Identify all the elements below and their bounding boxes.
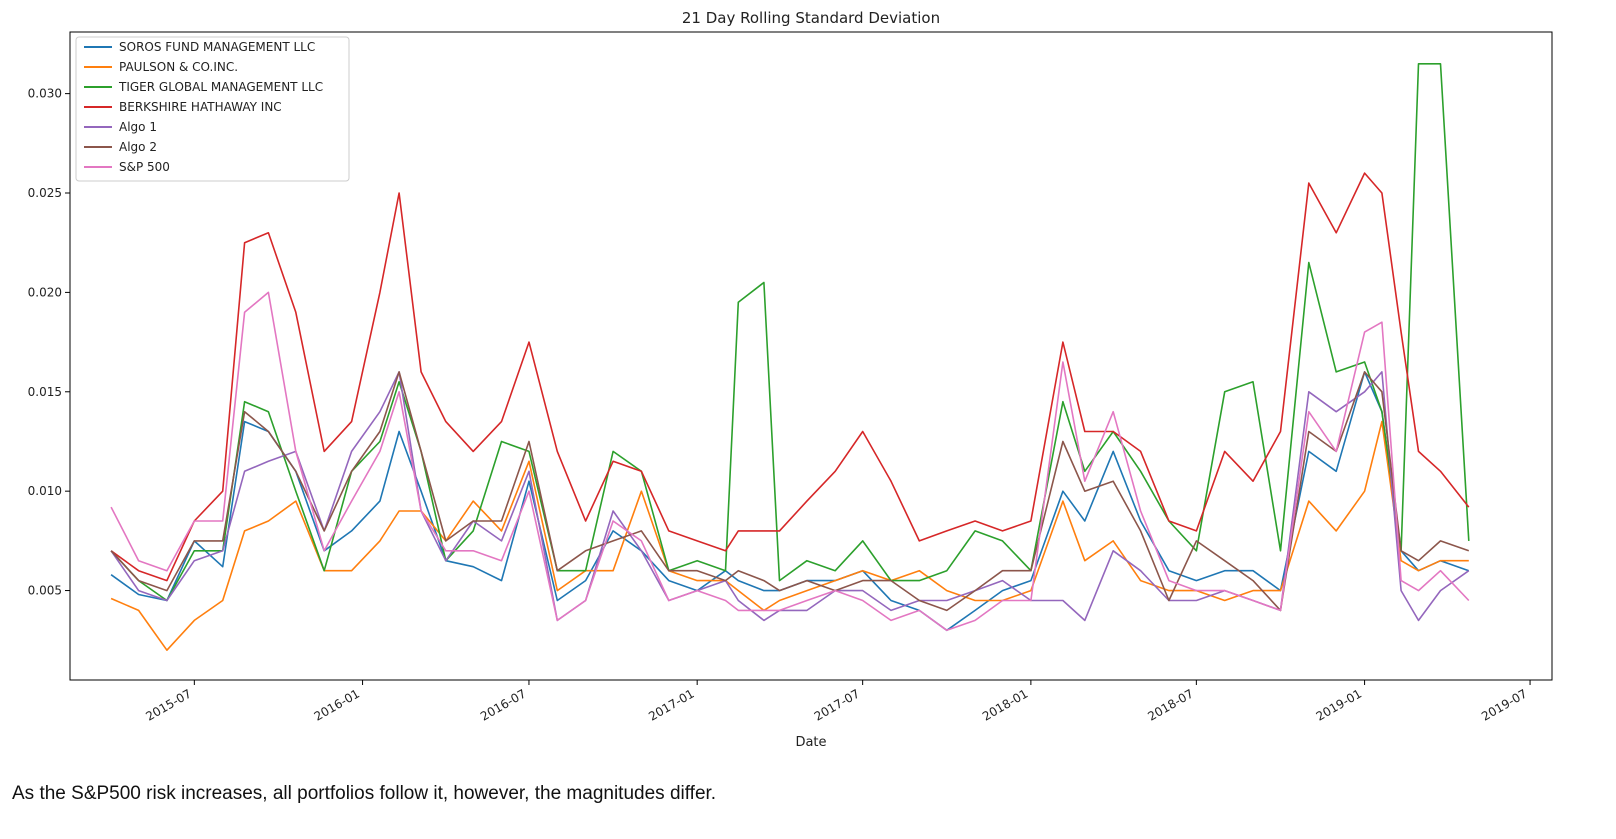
y-tick-label: 0.005 xyxy=(28,584,62,598)
series-line-4 xyxy=(110,371,1470,622)
x-tick-label: 2018-01 xyxy=(980,686,1030,723)
legend-label: PAULSON & CO.INC. xyxy=(119,60,238,74)
rolling-std-chart: 21 Day Rolling Standard Deviation 0.0050… xyxy=(28,9,1553,750)
legend: SOROS FUND MANAGEMENT LLC PAULSON & CO.IN… xyxy=(75,36,350,182)
x-tick-label: 2017-01 xyxy=(646,686,696,723)
x-tick-label: 2017-07 xyxy=(812,686,862,723)
legend-label: Algo 2 xyxy=(119,140,157,154)
x-axis: 2015-07 2016-01 2016-07 2017-01 2017-07 2018-… xyxy=(143,680,1531,724)
legend-label: SOROS FUND MANAGEMENT LLC xyxy=(119,40,315,54)
legend-label: S&P 500 xyxy=(119,160,170,174)
series-line-2 xyxy=(110,63,1470,602)
series-line-3 xyxy=(110,172,1470,582)
x-tick-label: 2019-07 xyxy=(1479,686,1529,723)
legend-label: TIGER GLOBAL MANAGEMENT LLC xyxy=(118,80,323,94)
y-tick-label: 0.025 xyxy=(28,186,62,200)
y-axis: 0.005 0.010 0.015 0.020 0.025 0.030 xyxy=(28,87,70,598)
chart-title: 21 Day Rolling Standard Deviation xyxy=(682,9,940,27)
series-line-6 xyxy=(110,291,1470,632)
x-tick-label: 2016-01 xyxy=(312,686,362,723)
chart-caption: As the S&P500 risk increases, all portfo… xyxy=(12,783,717,804)
legend-box xyxy=(75,36,350,182)
x-tick-label: 2016-07 xyxy=(478,686,528,723)
legend-label: BERKSHIRE HATHAWAY INC xyxy=(119,100,282,114)
y-tick-label: 0.015 xyxy=(28,385,62,399)
plot-frame xyxy=(69,31,1553,681)
x-tick-label: 2019-01 xyxy=(1314,686,1364,723)
x-axis-label: Date xyxy=(795,735,826,750)
y-tick-label: 0.010 xyxy=(28,484,62,498)
x-tick-label: 2015-07 xyxy=(143,686,193,723)
y-tick-label: 0.020 xyxy=(28,285,62,299)
series-line-0 xyxy=(110,371,1470,632)
legend-label: Algo 1 xyxy=(119,120,157,134)
series-lines xyxy=(110,63,1470,651)
x-tick-label: 2018-07 xyxy=(1145,686,1195,723)
series-line-5 xyxy=(110,371,1470,612)
y-tick-label: 0.030 xyxy=(28,87,62,101)
